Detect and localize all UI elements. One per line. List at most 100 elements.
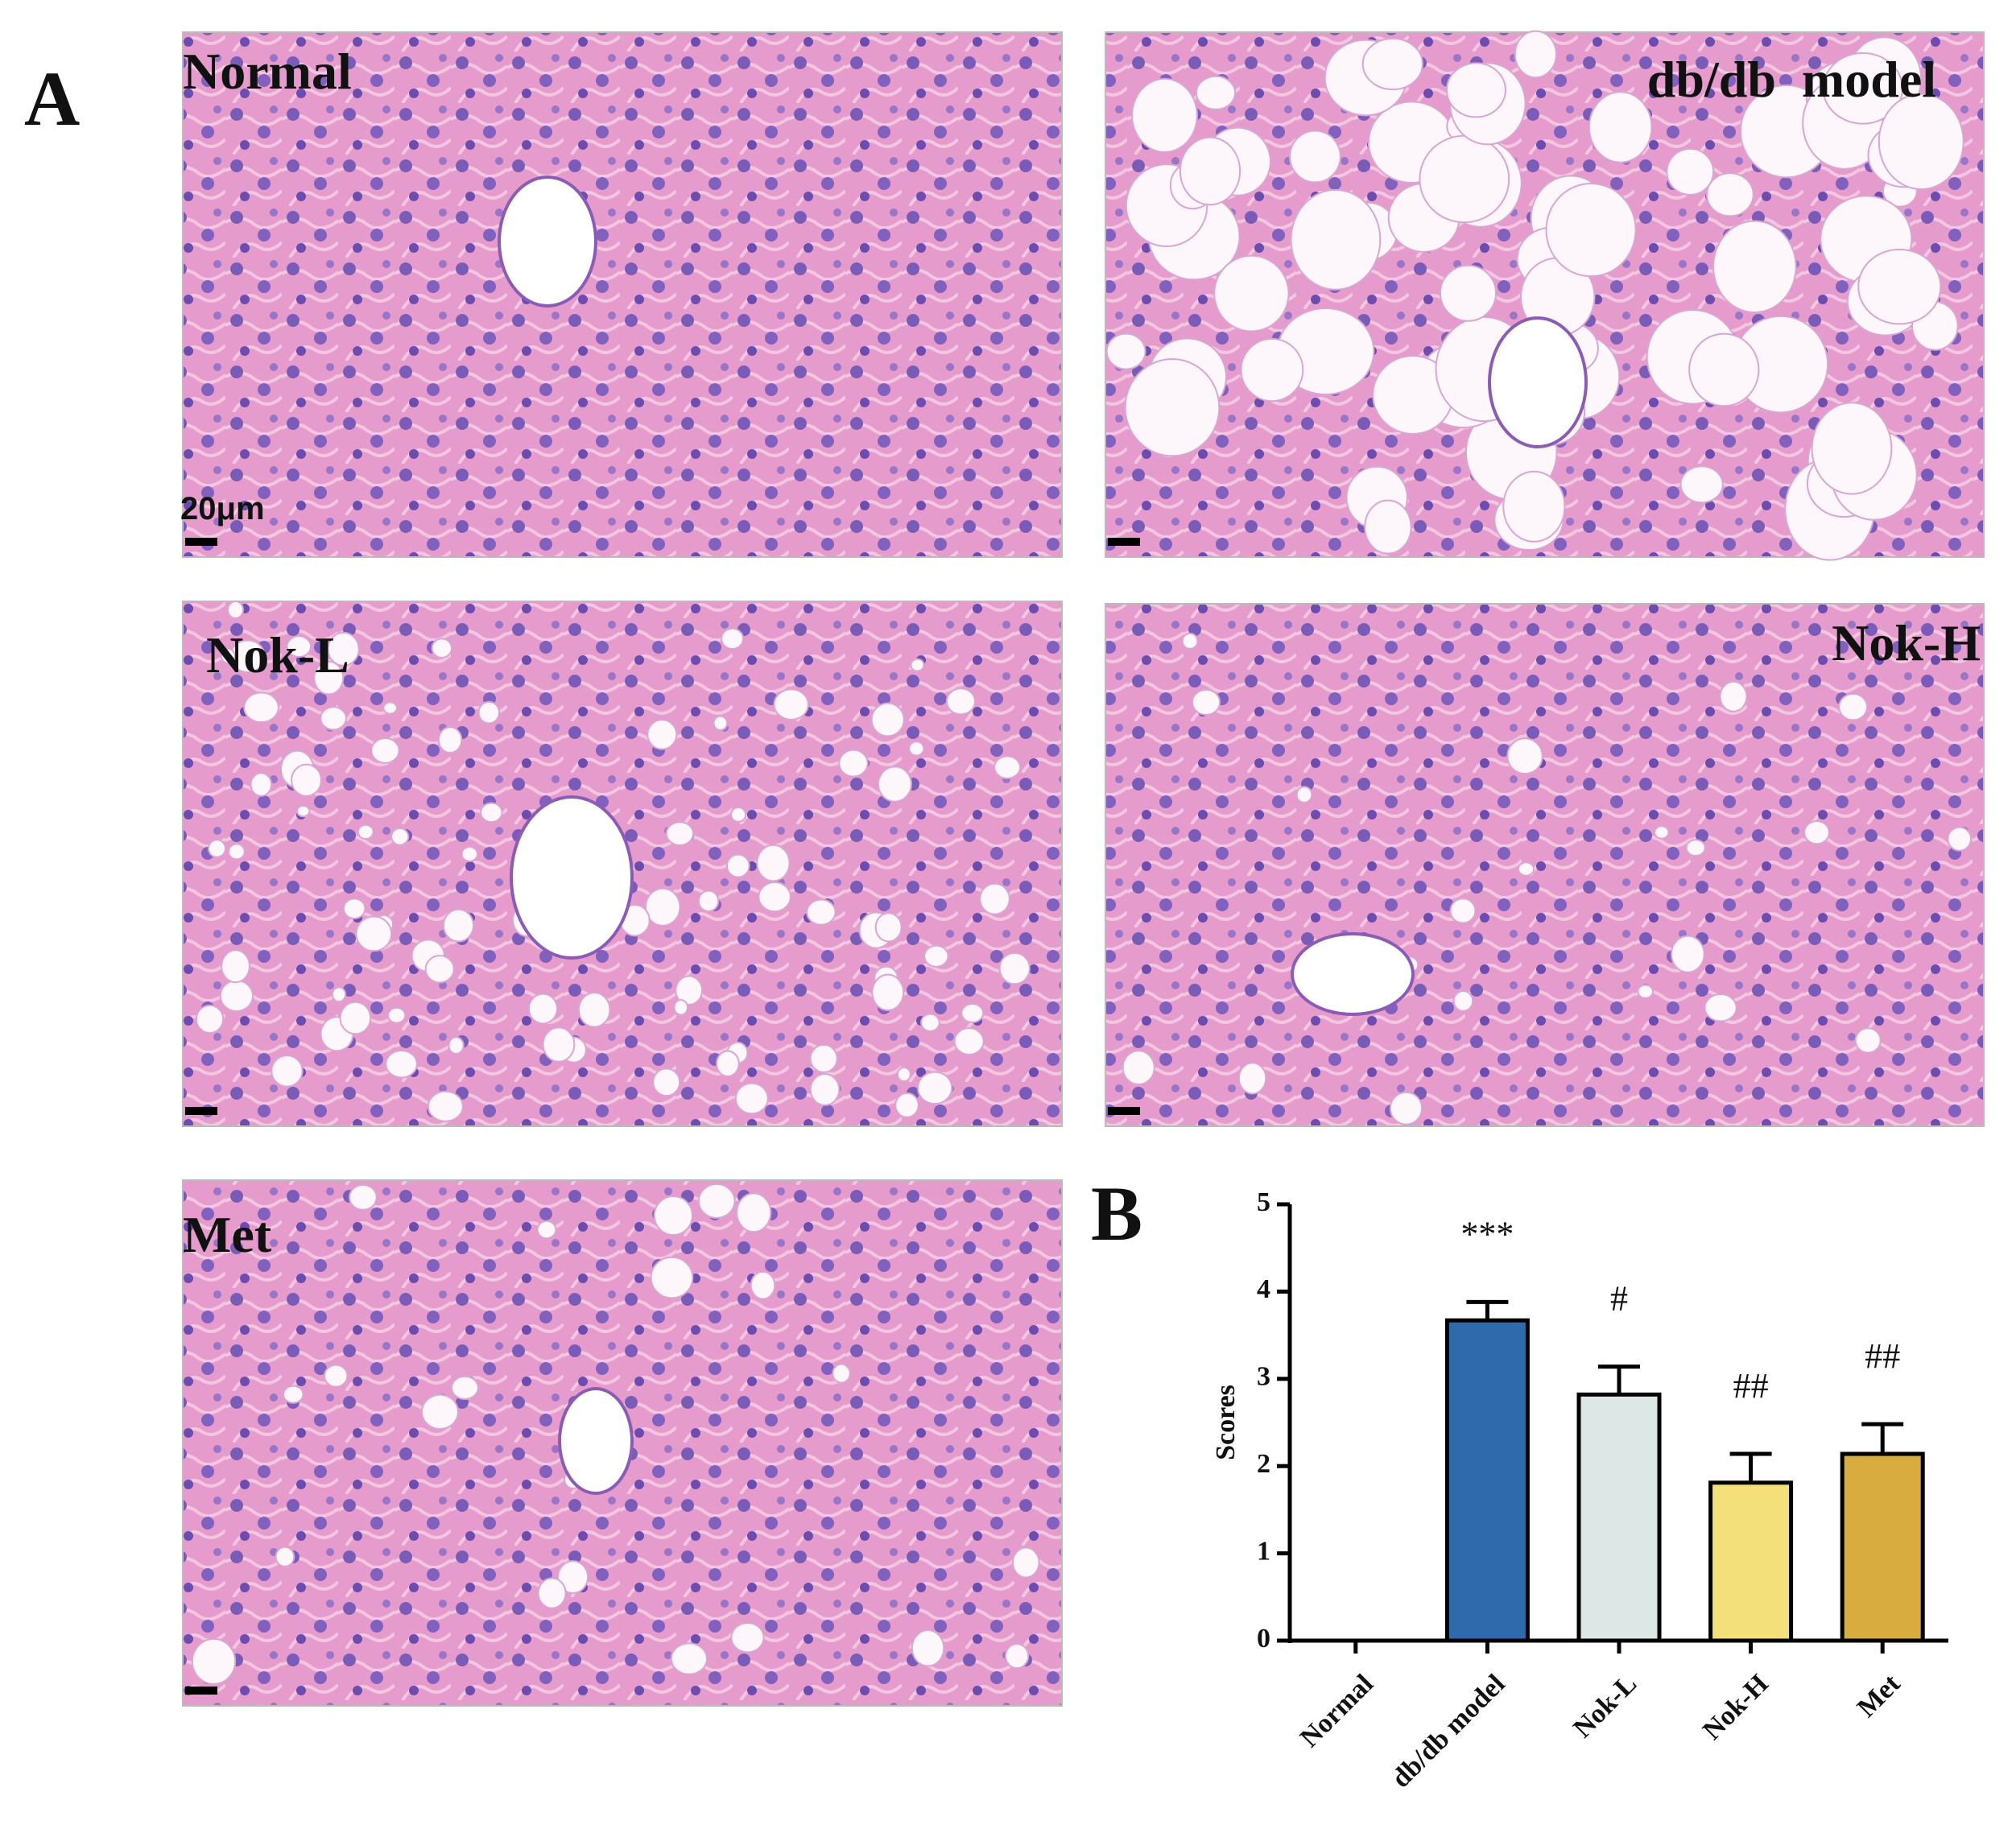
vacuole xyxy=(870,702,905,737)
vacuole xyxy=(385,1049,418,1079)
vacuole xyxy=(838,749,869,778)
vacuole xyxy=(750,1270,776,1300)
vacuole xyxy=(1195,75,1237,110)
vacuole xyxy=(437,726,463,754)
significance-label: ## xyxy=(1865,1336,1900,1376)
vacuole xyxy=(1719,680,1748,712)
scale-bar xyxy=(185,538,217,546)
x-tick-label: db/db model xyxy=(1386,1669,1510,1794)
vacuole xyxy=(291,763,323,797)
scale-bar xyxy=(185,1107,217,1115)
vacuole xyxy=(1637,984,1655,999)
vacuole xyxy=(1004,1643,1030,1670)
vacuole xyxy=(1506,737,1543,775)
vacuole xyxy=(994,755,1022,779)
vacuole xyxy=(1295,786,1313,803)
vacuole xyxy=(916,1071,953,1105)
vacuole xyxy=(1666,147,1715,196)
vacuole xyxy=(1364,499,1412,555)
vacuole xyxy=(773,688,809,720)
vacuole xyxy=(1237,1062,1267,1095)
vacuole xyxy=(1517,861,1535,877)
vacuole xyxy=(226,601,244,619)
vacuole xyxy=(730,806,747,823)
vacuole xyxy=(1181,632,1199,650)
vacuole xyxy=(911,1629,945,1667)
vacuole xyxy=(673,999,689,1016)
vacuole xyxy=(894,1092,919,1118)
y-tick-label: 5 xyxy=(1257,1187,1270,1217)
vacuole xyxy=(324,1364,349,1388)
vacuole xyxy=(1670,935,1705,973)
vacuole xyxy=(806,898,837,926)
tissue-image xyxy=(182,31,1063,558)
panel-label: B xyxy=(1091,1170,1142,1257)
vacuole xyxy=(1545,183,1637,278)
panel-title: Met xyxy=(183,1206,272,1263)
vacuole xyxy=(697,890,720,912)
y-tick-label: 4 xyxy=(1257,1274,1270,1304)
vacuole xyxy=(670,1642,708,1675)
vacuole xyxy=(191,1637,237,1685)
vacuole xyxy=(557,1560,589,1594)
vacuole xyxy=(721,627,745,650)
scale-bar xyxy=(1108,1107,1140,1115)
vacuole xyxy=(542,1026,576,1063)
vacuole xyxy=(331,986,347,1003)
bar xyxy=(1708,1480,1794,1643)
vacuole xyxy=(908,741,925,757)
vacuole xyxy=(675,975,704,1006)
vacuole xyxy=(370,737,400,764)
y-axis-label: Scores xyxy=(1211,1385,1241,1460)
vacuole xyxy=(998,952,1031,985)
vacuole xyxy=(734,1082,769,1115)
vacuole xyxy=(1685,839,1706,857)
vacuole xyxy=(295,804,311,818)
scale-bar xyxy=(1108,538,1140,546)
vacuole xyxy=(282,1385,304,1404)
x-tick-label: Normal xyxy=(1295,1669,1379,1753)
vacuole xyxy=(1179,136,1241,206)
vacuole xyxy=(227,843,246,861)
vacuole xyxy=(342,898,366,919)
vacuole xyxy=(1439,264,1498,322)
vacuole xyxy=(450,1375,479,1400)
vacuole xyxy=(1857,248,1942,325)
vacuole xyxy=(871,973,905,1012)
significance-label: *** xyxy=(1460,1214,1514,1253)
vacuole xyxy=(713,715,729,731)
vacuole xyxy=(390,828,410,846)
scale-label: 20μm xyxy=(180,491,265,526)
vacuole xyxy=(1122,1050,1155,1086)
bar xyxy=(1576,1392,1662,1643)
central-vein xyxy=(558,1387,634,1495)
significance-label: ## xyxy=(1733,1366,1769,1406)
vacuole xyxy=(1803,820,1830,845)
vacuole xyxy=(275,1546,295,1567)
vacuole xyxy=(195,1004,225,1034)
vacuole xyxy=(652,1067,681,1097)
vacuole xyxy=(1878,93,1964,191)
vacuole xyxy=(1240,337,1304,403)
scale-bar xyxy=(185,1687,217,1695)
y-tick-label: 0 xyxy=(1257,1624,1270,1654)
vacuole xyxy=(1712,220,1797,314)
vacuole xyxy=(348,1183,378,1211)
vacuole xyxy=(1213,254,1290,332)
x-tick-label: Met xyxy=(1852,1669,1907,1724)
vacuole xyxy=(243,692,279,724)
vacuole xyxy=(286,635,312,658)
vacuole xyxy=(536,1220,557,1240)
vacuole xyxy=(979,882,1010,915)
histology-panels: Normal db/db model Nok-L Nok-H Met 20μm xyxy=(180,30,1985,1707)
y-tick-label: 1 xyxy=(1257,1536,1270,1566)
vacuole xyxy=(355,915,393,952)
vacuole xyxy=(431,638,452,659)
vacuole xyxy=(480,802,503,824)
tissue-image xyxy=(1105,603,1985,1127)
vacuole xyxy=(461,846,478,862)
vacuole xyxy=(960,1003,985,1023)
vacuole xyxy=(920,1013,940,1032)
vacuole xyxy=(1502,470,1566,543)
